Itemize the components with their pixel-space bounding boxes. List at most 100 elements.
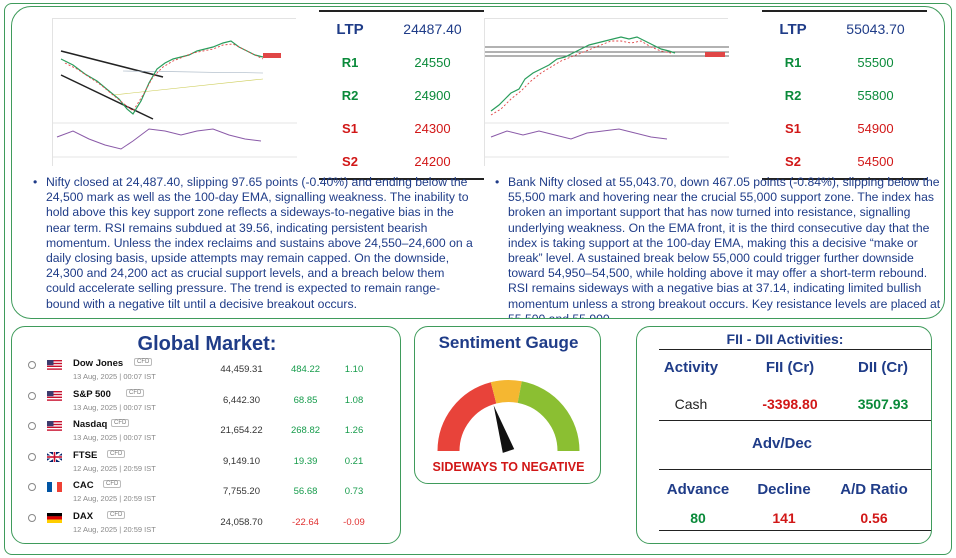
- banknifty-commentary-text: Bank Nifty closed at 55,043.70, down 467…: [508, 175, 941, 319]
- banknifty-s1-label: S1: [785, 121, 801, 136]
- nifty-r1-value: 24550: [414, 55, 451, 70]
- market-price: 44,459.31: [220, 364, 263, 375]
- adv-dec-divider: [659, 469, 931, 470]
- nifty-commentary: • Nifty closed at 24,487.40, slipping 97…: [33, 175, 473, 318]
- sentiment-gauge-title: Sentiment Gauge: [438, 333, 579, 352]
- banknifty-ltp-label: LTP: [779, 20, 807, 38]
- market-timestamp: 13 Aug, 2025 | 00:07 IST: [73, 402, 156, 412]
- global-market-panel: Global Market: Dow Jones CFD 13 Aug, 2025 …: [11, 326, 401, 544]
- fii-header: FII (Cr): [765, 359, 815, 376]
- market-name: Dow Jones: [73, 358, 124, 369]
- clock-icon: [28, 452, 36, 461]
- market-row-ftse[interactable]: FTSE CFD 12 Aug, 2025 | 20:59 IST 9,149.10 1…: [26, 449, 371, 479]
- market-change-pct: 1.08: [344, 394, 364, 406]
- market-change: 484.22: [290, 364, 321, 375]
- activity-cash: Cash: [674, 396, 708, 412]
- market-name: CAC: [73, 480, 94, 491]
- clock-icon: [28, 391, 36, 400]
- ad-ratio-header: A/D Ratio: [840, 481, 908, 498]
- banknifty-r2-value: 55800: [857, 88, 894, 103]
- nifty-s2-label: S2: [342, 154, 358, 169]
- gauge-green-arc: [517, 381, 580, 452]
- nifty-levels-table: LTP 24487.40 R1 24550 R2 24900 S1 24300 S2 2…: [319, 10, 484, 180]
- clock-icon: [28, 513, 36, 522]
- activity-header: Activity: [663, 359, 719, 376]
- nifty-chart-image: [52, 18, 297, 167]
- market-timestamp: 13 Aug, 2025 | 00:07 IST: [73, 372, 156, 381]
- market-name: FTSE: [73, 449, 98, 461]
- banknifty-r2-label: R2: [784, 88, 802, 103]
- global-market-title: Global Market:: [137, 333, 277, 355]
- cfd-badge: CFD: [134, 358, 153, 366]
- nifty-r1-label: R1: [341, 55, 359, 70]
- cfd-badge: CFD: [103, 480, 122, 488]
- market-change: -22.64: [292, 516, 319, 528]
- fii-dii-divider: [659, 420, 931, 421]
- nifty-s1-label: S1: [342, 121, 358, 136]
- sentiment-gauge-graphic: [437, 380, 580, 453]
- clock-icon: [28, 422, 36, 430]
- decline-value: 141: [772, 510, 796, 526]
- banknifty-s2-label: S2: [785, 154, 801, 169]
- market-row-dax[interactable]: DAX CFD 12 Aug, 2025 | 20:59 IST 24,058.70 -…: [26, 510, 371, 540]
- market-timestamp: 13 Aug, 2025 | 00:07 IST: [73, 433, 156, 442]
- market-price: 24,058.70: [220, 516, 263, 528]
- banknifty-s2-value: 54500: [857, 154, 894, 169]
- market-row-dow-jones[interactable]: Dow Jones CFD 13 Aug, 2025 | 00:07 IST 44,4…: [26, 357, 371, 387]
- banknifty-chart-image: [484, 18, 729, 167]
- banknifty-s1-value: 54900: [857, 121, 894, 136]
- bullet-icon: •: [33, 175, 38, 189]
- sentiment-label: SIDEWAYS TO NEGATIVE: [432, 460, 585, 474]
- nifty-r2-label: R2: [341, 88, 359, 103]
- dii-value: 3507.93: [857, 396, 909, 412]
- nifty-r2-value: 24900: [414, 88, 451, 103]
- index-analysis-panel: LTP 24487.40 R1 24550 R2 24900 S1 24300 S2 2…: [11, 6, 945, 319]
- banknifty-ltp-value: 55043.70: [846, 21, 905, 37]
- market-timestamp: 12 Aug, 2025 | 20:59 IST: [73, 524, 156, 534]
- market-row-s-p-500[interactable]: S&P 500 CFD 13 Aug, 2025 | 00:07 IST 6,442.…: [26, 388, 371, 418]
- nifty-s1-value: 24300: [414, 121, 451, 136]
- cfd-badge: CFD: [107, 449, 126, 458]
- cfd-badge: CFD: [111, 419, 130, 427]
- market-change-pct: 1.10: [344, 364, 364, 375]
- advance-value: 80: [690, 510, 706, 526]
- fii-value: -3398.80: [762, 396, 818, 412]
- market-change-pct: -0.09: [343, 516, 365, 528]
- banknifty-r1-label: R1: [784, 55, 802, 70]
- decline-header: Decline: [757, 481, 811, 498]
- de-flag-icon: [47, 512, 62, 523]
- clock-icon: [28, 483, 36, 491]
- adv-dec-title: Adv/Dec: [751, 435, 813, 452]
- market-change-pct: 1.26: [344, 425, 364, 436]
- market-name: S&P 500: [73, 388, 111, 400]
- market-price: 6,442.30: [223, 394, 260, 406]
- market-timestamp: 12 Aug, 2025 | 20:59 IST: [73, 494, 156, 503]
- us-flag-icon: [47, 421, 62, 431]
- uk-flag-icon: [46, 450, 63, 463]
- clock-icon: [28, 361, 36, 369]
- banknifty-levels-table: LTP 55043.70 R1 55500 R2 55800 S1 54900 S2 5…: [762, 10, 927, 180]
- market-change-pct: 0.21: [344, 455, 364, 467]
- us-flag-icon: [47, 360, 62, 370]
- market-price: 7,755.20: [223, 486, 260, 497]
- market-change: 19.39: [293, 455, 318, 467]
- banknifty-r1-value: 55500: [857, 55, 894, 70]
- cfd-badge: CFD: [126, 388, 145, 397]
- page-frame: [4, 3, 952, 555]
- nifty-s2-value: 24200: [414, 154, 451, 169]
- fii-dii-divider: [659, 349, 931, 350]
- market-name: Nasdaq: [73, 419, 108, 430]
- market-change: 68.85: [293, 394, 318, 406]
- fii-dii-title: FII - DII Activities:: [726, 331, 844, 347]
- market-price: 9,149.10: [223, 455, 260, 467]
- market-row-nasdaq[interactable]: Nasdaq CFD 13 Aug, 2025 | 00:07 IST 21,654.…: [26, 418, 371, 448]
- gauge-yellow-arc: [490, 380, 522, 404]
- market-change: 268.82: [290, 425, 321, 436]
- cfd-badge: CFD: [107, 510, 126, 519]
- market-change: 56.68: [293, 486, 318, 497]
- market-row-cac[interactable]: CAC CFD 12 Aug, 2025 | 20:59 IST 7,755.20 56…: [26, 479, 371, 509]
- sentiment-gauge-panel: Sentiment Gauge SIDEWAYS TO NEGATIVE: [414, 326, 601, 484]
- market-change-pct: 0.73: [344, 486, 364, 497]
- market-price: 21,654.22: [220, 425, 263, 436]
- nifty-chart-graphic: [53, 19, 297, 167]
